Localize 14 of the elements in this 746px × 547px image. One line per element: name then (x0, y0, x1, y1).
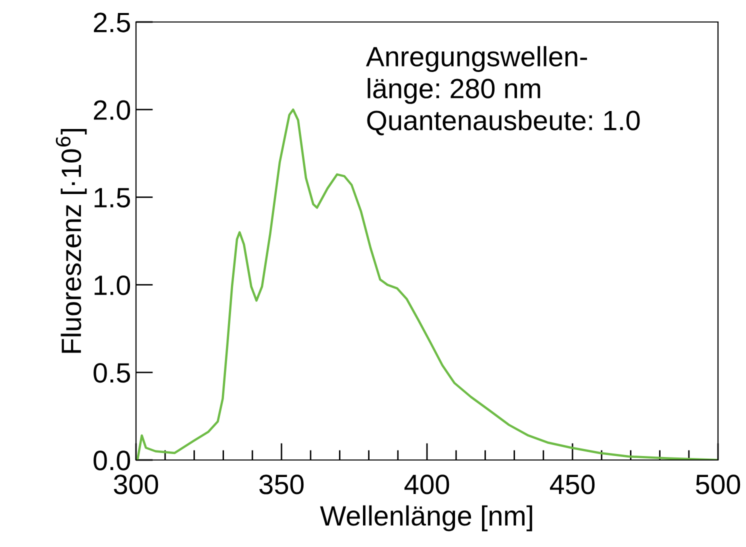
annotation: Anregungswellen- länge: 280 nm Quantenausbeute: 1.0 (366, 46, 640, 136)
y-tick-label: 1.0 (94, 275, 130, 296)
x-tick-label: 450 (550, 474, 595, 494)
x-tick-label: 400 (404, 474, 450, 494)
x-axis-title: Wellenlänge [nm] (320, 505, 532, 532)
y-axis-title: Fluoreszenz [·10$^{6}$] (56, 129, 87, 353)
y-tick-label: 0.5 (94, 363, 130, 383)
x-tick-label: 300 (114, 474, 158, 494)
y-tick-label: 2.5 (94, 12, 130, 32)
y-tick-label: 2.0 (94, 100, 130, 120)
y-tick-label: 1.5 (94, 188, 130, 208)
y-tick-label: 0.0 (94, 450, 130, 470)
x-tick-label: 500 (696, 474, 740, 494)
x-tick-label: 350 (259, 474, 304, 494)
